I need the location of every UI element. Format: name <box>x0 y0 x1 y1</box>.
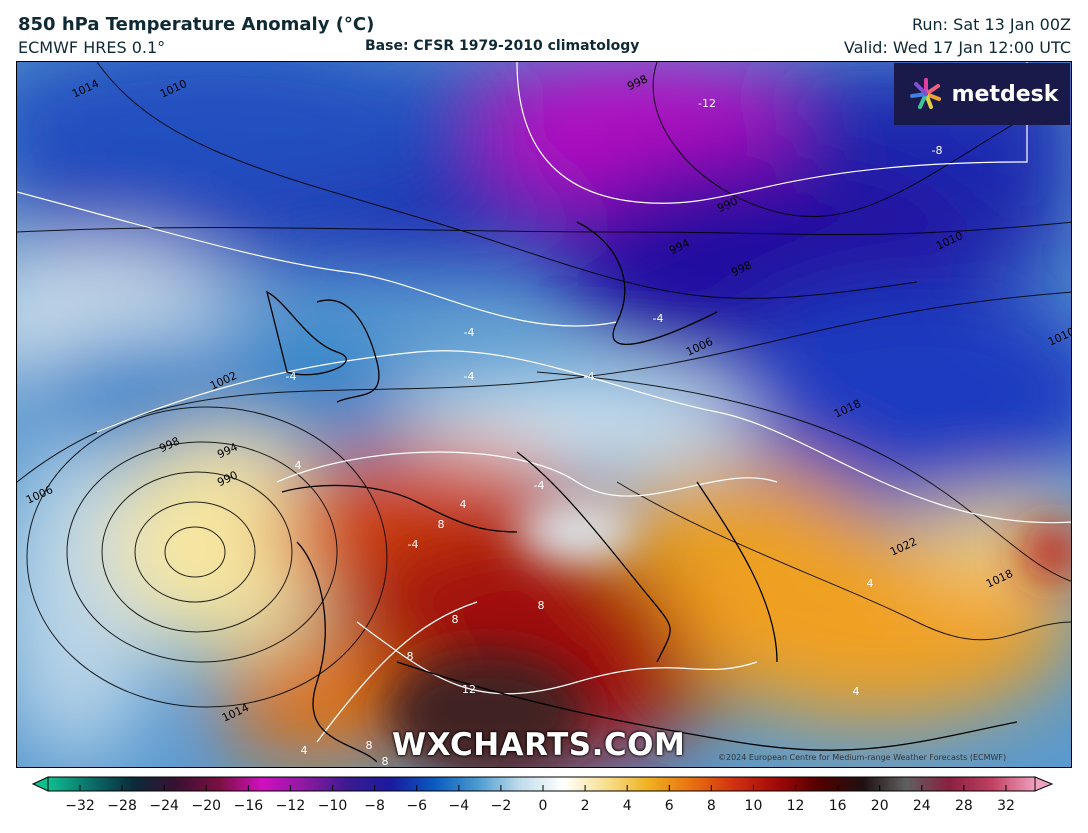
colorbar-tick-label: −20 <box>191 798 222 814</box>
colorbar-max-arrow <box>1034 776 1054 792</box>
anomaly-label: 8 <box>452 613 459 626</box>
colorbar-tick-label: 28 <box>954 798 973 814</box>
anomaly-label: -4 <box>584 370 595 383</box>
anomaly-label: 4 <box>867 577 874 590</box>
anomaly-label: 8 <box>407 650 414 663</box>
anomaly-label: -4 <box>653 312 664 325</box>
anomaly-label: 8 <box>382 755 389 768</box>
anomaly-label: 8 <box>366 739 373 752</box>
isobars <box>17 62 1071 708</box>
colorbar-tick-label: 8 <box>706 798 716 814</box>
colorbar-tick-label: −28 <box>107 798 137 814</box>
colorbar <box>31 776 1054 792</box>
anomaly-label: -8 <box>932 144 943 157</box>
metdesk-flower-icon <box>909 78 941 109</box>
colorbar-tick-label: −6 <box>406 798 428 814</box>
colorbar-tick-label: −24 <box>149 798 179 814</box>
anomaly-label: 4 <box>853 685 860 698</box>
colorbar-tick-label: 10 <box>744 798 763 814</box>
colorbar-tick-label: −2 <box>490 798 512 814</box>
anomaly-label: -4 <box>464 370 475 383</box>
anomaly-label: 4 <box>460 498 467 511</box>
colorbar-tick-label: 6 <box>664 798 674 814</box>
colorbar-tick-label: −8 <box>364 798 385 814</box>
colorbar-tick-label: 2 <box>580 798 590 814</box>
anomaly-label: -4 <box>534 479 545 492</box>
anomaly-label: -4 <box>464 326 475 339</box>
colorbar-tick-label: −12 <box>275 798 306 814</box>
run-time: Run: Sat 13 Jan 00Z <box>912 15 1071 34</box>
climatology-base: Base: CFSR 1979-2010 climatology <box>365 38 640 54</box>
colorbar-tick-label: −4 <box>448 798 470 814</box>
colorbar-tick-label: −32 <box>65 798 95 814</box>
anomaly-label: -4 <box>408 538 419 551</box>
colorbar-tick-label: 24 <box>912 798 931 814</box>
colorbar-min-arrow <box>31 776 49 792</box>
colorbar-tick-label: 12 <box>786 798 805 814</box>
copyright-notice: ©2024 European Centre for Medium-range W… <box>718 753 1007 762</box>
colorbar-tick-label: −10 <box>317 798 348 814</box>
colorbar-tick-label: 20 <box>870 798 889 814</box>
anomaly-label: 8 <box>438 518 445 531</box>
anomaly-label: 12 <box>462 683 476 696</box>
model-name: ECMWF HRES 0.1° <box>18 38 166 57</box>
anomaly-label: 4 <box>295 459 302 472</box>
anomaly-label: 8 <box>538 599 545 612</box>
valid-time: Valid: Wed 17 Jan 12:00 UTC <box>843 38 1071 57</box>
metdesk-logo: metdesk <box>894 63 1070 125</box>
colorbar-gradient <box>47 776 1036 792</box>
colorbar-tick-label: 4 <box>622 798 632 814</box>
colorbar-tick-label: 16 <box>828 798 847 814</box>
anomaly-contours <box>17 62 1071 743</box>
anomaly-map[interactable]: 1014 1010 998 990 994 998 1010 1006 1010 1018 1002… <box>16 61 1072 768</box>
wxcharts-watermark: WXCHARTS.COM <box>392 727 686 763</box>
chart-title: 850 hPa Temperature Anomaly (°C) <box>18 14 375 35</box>
colorbar-tick-label: 0 <box>538 798 548 814</box>
coastlines <box>266 221 1018 763</box>
colorbar-tick-label: 32 <box>997 798 1015 814</box>
logo-text: metdesk <box>951 81 1059 107</box>
anomaly-label: 4 <box>301 744 308 757</box>
anomaly-label: -4 <box>286 370 297 383</box>
anomaly-label: -12 <box>698 97 716 110</box>
colorbar-tick-label: −16 <box>233 798 264 814</box>
